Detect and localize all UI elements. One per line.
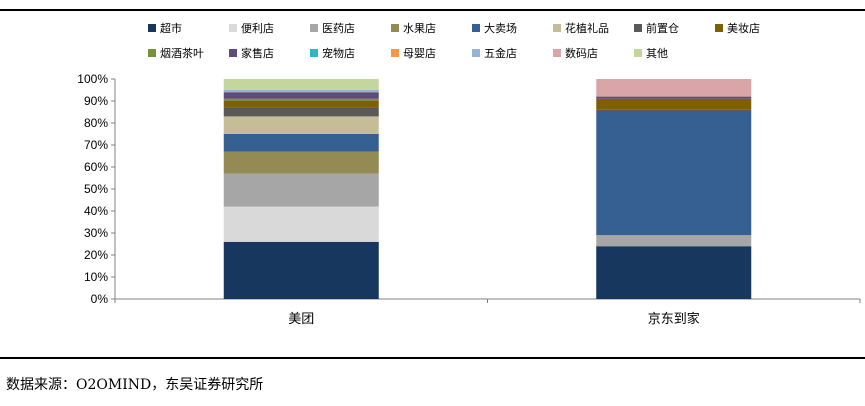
- y-tick-label: 90%: [84, 94, 108, 108]
- legend-swatch: [472, 49, 480, 57]
- bar-segment: [223, 79, 379, 90]
- y-tick-label: 10%: [84, 270, 108, 284]
- bar-segment: [596, 79, 752, 97]
- y-tick-label: 100%: [77, 72, 108, 86]
- legend-label: 数码店: [565, 46, 598, 60]
- legend-label: 五金店: [484, 46, 517, 60]
- bar-segment: [596, 109, 752, 112]
- legend-swatch: [553, 24, 561, 32]
- legend-swatch: [391, 24, 399, 32]
- legend-swatch: [472, 24, 480, 32]
- legend-label: 母婴店: [403, 46, 436, 60]
- bar-segment: [223, 92, 379, 99]
- y-tick-label: 60%: [84, 160, 108, 174]
- legend-label: 水果店: [403, 21, 436, 35]
- legend-swatch: [634, 24, 642, 32]
- legend-label: 美妆店: [727, 21, 760, 35]
- legend-swatch: [229, 24, 237, 32]
- legend-swatch: [391, 49, 399, 57]
- top-rule: [0, 9, 865, 11]
- y-tick-label: 50%: [84, 182, 108, 196]
- source-note: 数据来源：O2OMIND，东吴证券研究所: [6, 377, 264, 393]
- legend-label: 家售店: [241, 46, 274, 60]
- bar-segment: [223, 98, 379, 101]
- bar-segment: [596, 96, 752, 99]
- y-tick-label: 80%: [84, 116, 108, 130]
- y-tick-label: 30%: [84, 226, 108, 240]
- bar-segment: [223, 151, 379, 174]
- legend-swatch: [148, 49, 156, 57]
- legend-label: 大卖场: [484, 21, 517, 35]
- legend-label: 超市: [160, 21, 182, 35]
- bar-segment: [596, 246, 752, 299]
- stacked-bar-chart: 0% 10% 20% 30% 40% 50% 60% 70% 80% 90% 100% 美团 京东到家 超…: [77, 21, 861, 327]
- legend-swatch: [634, 49, 642, 57]
- bar-segment: [223, 173, 379, 207]
- bar-segment: [223, 107, 379, 117]
- bar-segment: [596, 235, 752, 247]
- bar-segment: [223, 116, 379, 134]
- bar-segment: [223, 134, 379, 152]
- y-tick-label: 0%: [91, 292, 109, 306]
- bar-segment: [223, 241, 379, 299]
- y-tick-label: 70%: [84, 138, 108, 152]
- legend-swatch: [148, 24, 156, 32]
- bar-segment: [223, 101, 379, 108]
- legend-label: 宠物店: [322, 46, 355, 60]
- legend-swatch: [553, 49, 561, 57]
- legend-label: 烟酒茶叶: [160, 46, 204, 60]
- legend-swatch: [310, 49, 318, 57]
- legend-swatch: [715, 24, 723, 32]
- bar-segment: [223, 206, 379, 242]
- legend-label: 其他: [646, 47, 668, 60]
- bar-segment: [596, 98, 752, 110]
- y-tick-label: 20%: [84, 248, 108, 262]
- bar-segment: [596, 112, 752, 236]
- x-category-label: 美团: [288, 312, 314, 327]
- legend-label: 花植礼品: [565, 21, 609, 35]
- bar-segment: [223, 90, 379, 93]
- x-category-label: 京东到家: [648, 311, 700, 327]
- legend-swatch: [310, 24, 318, 32]
- y-tick-label: 40%: [84, 204, 108, 218]
- legend-label: 前置仓: [646, 21, 679, 35]
- legend-swatch: [229, 49, 237, 57]
- bottom-rule: [0, 357, 865, 359]
- legend-label: 便利店: [241, 21, 274, 35]
- legend-label: 医药店: [322, 21, 355, 35]
